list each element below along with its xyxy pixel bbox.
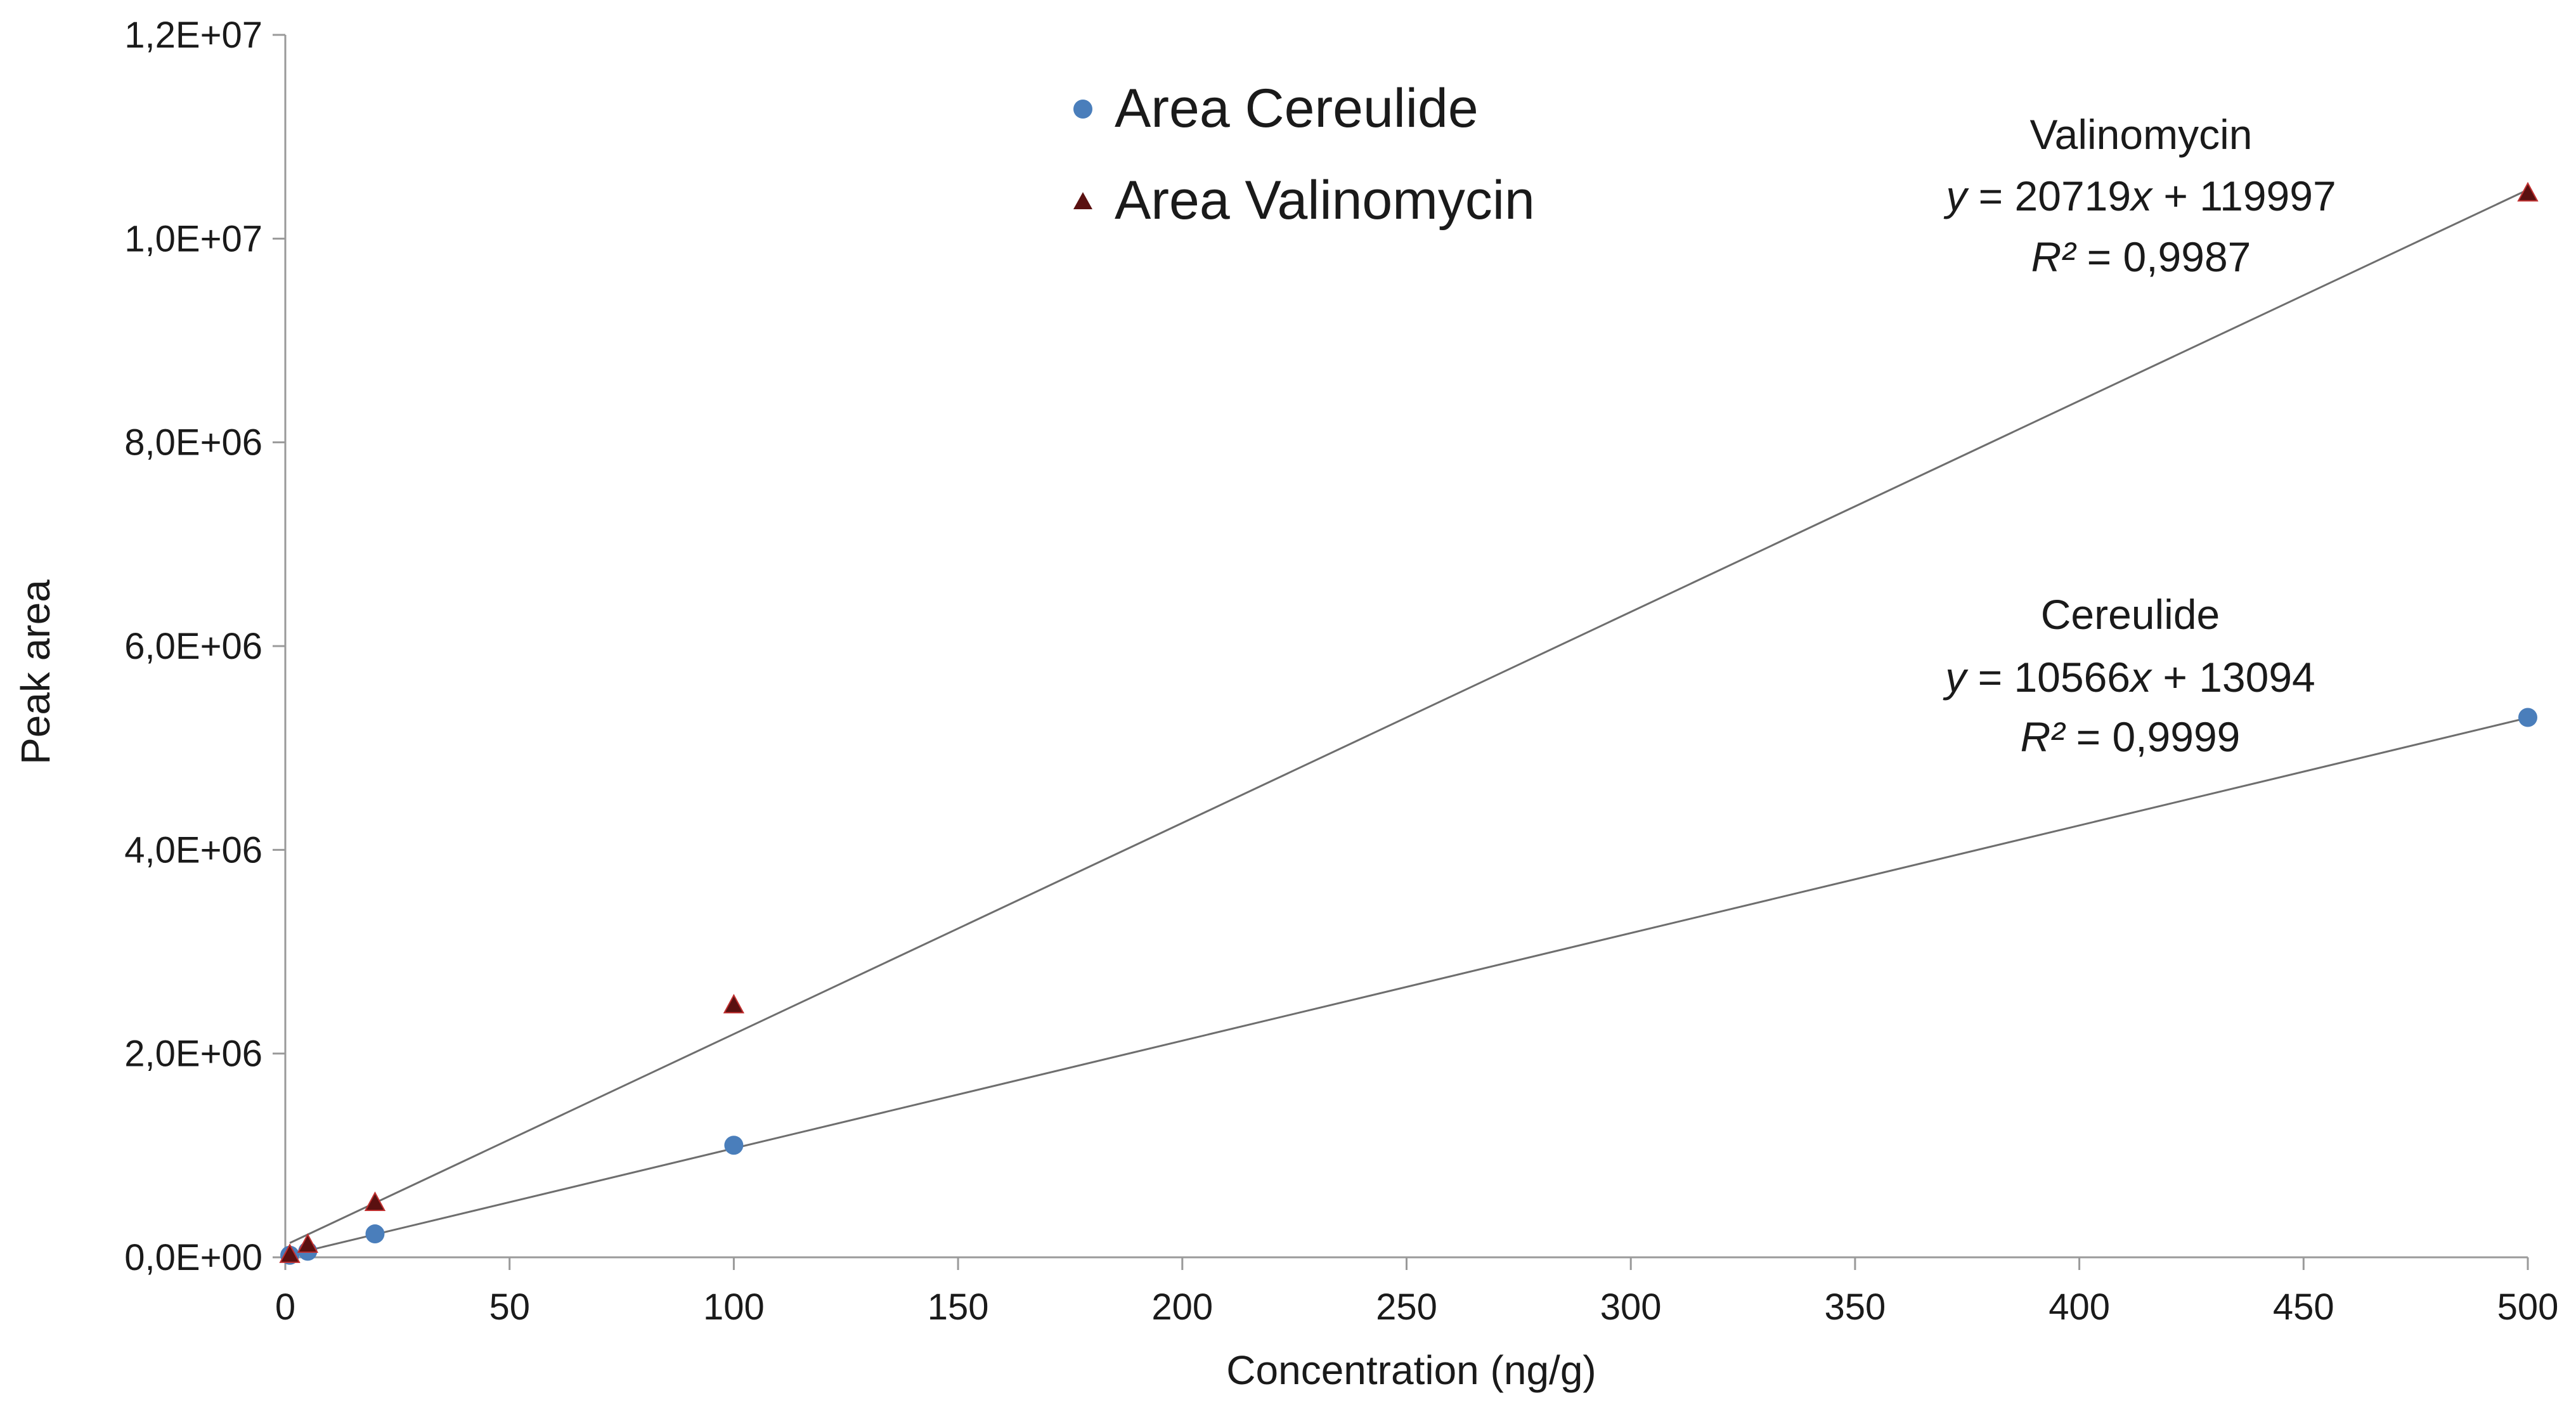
y-axis-title: Peak area bbox=[13, 580, 58, 765]
x-tick-label: 150 bbox=[928, 1286, 989, 1328]
annotation-valinomycin-title: Valinomycin bbox=[2030, 111, 2253, 158]
x-tick-label: 100 bbox=[703, 1286, 765, 1328]
point-valinomycin bbox=[297, 1233, 319, 1253]
point-cereulide bbox=[2518, 708, 2537, 727]
x-tick-label: 450 bbox=[2273, 1286, 2334, 1328]
x-axis-title: Concentration (ng/g) bbox=[1226, 1347, 1596, 1393]
annotation-cereulide-r2: R² = 0,9999 bbox=[2021, 713, 2241, 760]
data-points bbox=[279, 181, 2539, 1265]
annotation-cereulide-title: Cereulide bbox=[2041, 591, 2220, 638]
trendlines bbox=[289, 188, 2528, 1256]
x-axis-ticks: 0 50 100 150 200 250 300 350 400 450 500 bbox=[275, 1257, 2559, 1328]
point-valinomycin bbox=[279, 1243, 301, 1263]
annotation-valinomycin-equation: y = 20719x + 119997 bbox=[1943, 172, 2336, 219]
y-tick-label: 4,0E+06 bbox=[124, 829, 262, 871]
y-axis-ticks: 0,0E+00 2,0E+06 4,0E+06 6,0E+06 8,0E+06 1,0E+… bbox=[124, 15, 285, 1278]
x-tick-label: 500 bbox=[2497, 1286, 2559, 1328]
y-tick-label: 8,0E+06 bbox=[124, 422, 262, 463]
trendline-valinomycin bbox=[289, 188, 2528, 1244]
y-tick-label: 1,0E+07 bbox=[124, 218, 262, 259]
point-cereulide bbox=[724, 1136, 744, 1155]
point-valinomycin bbox=[2517, 181, 2539, 202]
x-tick-label: 0 bbox=[275, 1286, 295, 1328]
annotation-valinomycin-r2: R² = 0,9987 bbox=[2031, 233, 2251, 280]
y-tick-label: 6,0E+06 bbox=[124, 626, 262, 667]
point-valinomycin bbox=[364, 1191, 386, 1211]
x-tick-label: 300 bbox=[1600, 1286, 1662, 1328]
x-tick-label: 250 bbox=[1376, 1286, 1437, 1328]
point-cereulide bbox=[365, 1224, 385, 1244]
legend-marker-valinomycin bbox=[1073, 192, 1092, 209]
legend-label-valinomycin: Area Valinomycin bbox=[1115, 170, 1535, 231]
annotation-valinomycin: Valinomycin y = 20719x + 119997 R² = 0,9… bbox=[1943, 111, 2336, 280]
legend-marker-cereulide bbox=[1073, 100, 1092, 119]
x-tick-label: 400 bbox=[2049, 1286, 2110, 1328]
legend-label-cereulide: Area Cereulide bbox=[1115, 78, 1479, 139]
x-tick-label: 200 bbox=[1151, 1286, 1213, 1328]
y-tick-label: 2,0E+06 bbox=[124, 1033, 262, 1075]
legend: Area Cereulide Area Valinomycin bbox=[1073, 78, 1535, 231]
annotation-cereulide: Cereulide y = 10566x + 13094 R² = 0,9999 bbox=[1943, 591, 2315, 760]
point-valinomycin bbox=[723, 994, 745, 1014]
x-tick-label: 50 bbox=[489, 1286, 530, 1328]
y-tick-label: 1,2E+07 bbox=[124, 15, 262, 56]
y-tick-label: 0,0E+00 bbox=[124, 1237, 262, 1278]
annotation-cereulide-equation: y = 10566x + 13094 bbox=[1943, 654, 2315, 701]
x-tick-label: 350 bbox=[1825, 1286, 1886, 1328]
trendline-cereulide bbox=[289, 716, 2528, 1256]
